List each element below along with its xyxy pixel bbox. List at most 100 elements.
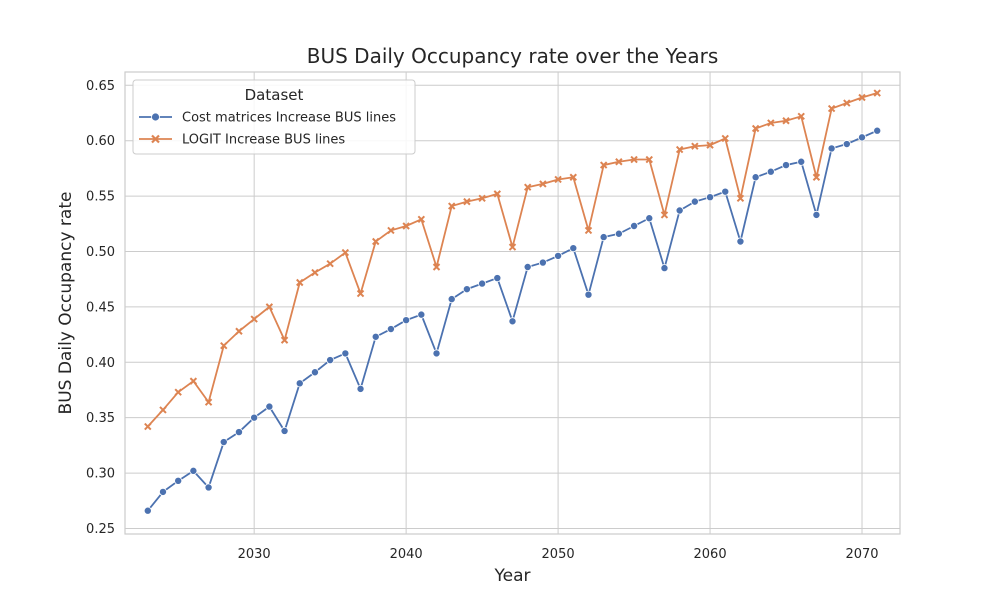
- data-point: [690, 197, 699, 206]
- data-point: [691, 142, 699, 150]
- data-point: [827, 104, 836, 113]
- data-point: [189, 466, 198, 475]
- x-tick-label: 2060: [694, 547, 727, 562]
- legend-box: [132, 79, 416, 155]
- data-point: [174, 388, 182, 396]
- data-point: [296, 278, 304, 287]
- data-point: [387, 226, 395, 235]
- data-point: [234, 428, 243, 437]
- data-point: [189, 377, 198, 385]
- data-point: [767, 119, 775, 127]
- data-point: [493, 274, 502, 283]
- series-0: [143, 126, 882, 515]
- data-point: [554, 175, 562, 184]
- y-tick-label: 0.35: [86, 411, 115, 426]
- data-point: [204, 483, 213, 492]
- data-point: [842, 140, 851, 149]
- legend-swatch-marker: [151, 112, 160, 122]
- data-point: [675, 206, 684, 215]
- y-tick-label: 0.50: [86, 245, 115, 260]
- data-point: [630, 221, 639, 230]
- tick-labels: 2030 2040 2050 2060 2070 0.25 0.30 0.35 0.40 0.45…: [86, 79, 879, 562]
- data-point: [569, 173, 577, 181]
- data-point: [143, 506, 152, 515]
- legend-label: Cost matrices Increase BUS lines: [182, 111, 396, 126]
- data-point: [402, 222, 410, 230]
- legend-entry-logit: LOGIT Increase BUS lines: [139, 133, 345, 148]
- x-tick-label: 2050: [542, 547, 575, 562]
- data-point: [812, 173, 821, 181]
- data-point: [280, 426, 289, 435]
- y-tick-label: 0.40: [86, 356, 115, 371]
- x-tick-label: 2040: [390, 547, 423, 562]
- data-point: [508, 243, 517, 251]
- data-point: [584, 290, 593, 299]
- x-tick-label: 2030: [238, 547, 271, 562]
- data-point: [250, 413, 259, 422]
- data-point: [159, 406, 167, 414]
- data-point: [158, 487, 167, 496]
- data-point: [386, 325, 395, 334]
- data-point: [812, 210, 821, 219]
- data-point: [432, 263, 441, 271]
- data-point: [417, 310, 426, 319]
- y-tick-label: 0.65: [86, 79, 115, 94]
- data-point: [539, 180, 547, 188]
- data-point: [797, 112, 805, 121]
- data-point: [645, 214, 654, 223]
- data-point: [463, 197, 471, 206]
- data-point: [219, 438, 228, 447]
- data-point: [295, 379, 304, 388]
- data-point: [721, 187, 730, 196]
- data-point: [356, 289, 365, 298]
- data-point: [614, 229, 623, 238]
- data-point: [371, 332, 380, 341]
- data-point: [341, 349, 350, 358]
- data-point: [827, 144, 836, 153]
- data-point: [873, 126, 882, 135]
- y-axis-label: BUS Daily Occupancy rate: [56, 192, 76, 415]
- data-point: [843, 99, 851, 107]
- y-tick-label: 0.25: [86, 522, 115, 537]
- data-point: [599, 161, 608, 169]
- data-point: [447, 295, 456, 304]
- data-point: [660, 211, 669, 219]
- data-point: [265, 402, 274, 411]
- legend-entry-cost-matrices: Cost matrices Increase BUS lines: [139, 111, 396, 126]
- data-point: [432, 349, 441, 358]
- legend-title: Dataset: [245, 86, 304, 104]
- data-point: [523, 183, 532, 191]
- data-point: [538, 258, 547, 267]
- data-point: [204, 398, 213, 406]
- data-point: [326, 259, 334, 268]
- legend-label: LOGIT Increase BUS lines: [182, 133, 345, 148]
- data-point: [706, 141, 714, 149]
- data-point: [417, 215, 426, 224]
- legend-swatch-marker: [151, 134, 160, 144]
- series-1: [144, 89, 881, 431]
- data-point: [645, 155, 653, 164]
- data-point: [675, 145, 684, 154]
- data-point: [448, 202, 456, 210]
- data-point: [660, 264, 669, 273]
- data-point: [782, 161, 791, 170]
- data-point: [554, 251, 563, 260]
- data-point: [341, 248, 350, 257]
- data-point: [310, 368, 319, 377]
- data-point: [782, 117, 790, 125]
- data-point: [766, 167, 775, 176]
- data-point: [220, 341, 228, 350]
- data-point: [265, 303, 274, 311]
- data-point: [858, 133, 867, 142]
- y-tick-label: 0.30: [86, 467, 115, 482]
- data-point: [736, 194, 745, 203]
- y-tick-label: 0.60: [86, 134, 115, 149]
- data-point: [751, 173, 760, 182]
- data-point: [478, 279, 487, 288]
- data-point: [462, 285, 471, 294]
- data-point: [508, 317, 517, 326]
- data-point: [144, 422, 152, 431]
- data-point: [174, 476, 183, 485]
- plot-frame: [124, 71, 901, 535]
